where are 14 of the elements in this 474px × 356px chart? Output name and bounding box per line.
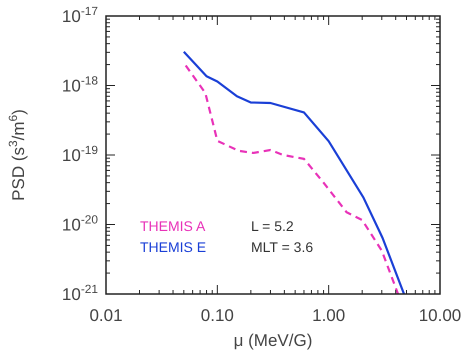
- x-axis-title: μ (MeV/G): [234, 331, 312, 350]
- y-tick-label: 10$^{-21}$: [62, 282, 98, 304]
- x-tick-label: 1.00: [312, 306, 346, 325]
- x-tick-label: 0.01: [89, 306, 123, 325]
- x-tick-label: 10.00: [418, 306, 462, 325]
- x-tick-label: 0.10: [200, 306, 234, 325]
- y-tick-label: 10$^{-18}$: [62, 74, 98, 96]
- text: THEMIS A: [140, 218, 206, 234]
- annotation: L = 5.2: [251, 218, 294, 234]
- y-tick-label: 10$^{-20}$: [62, 212, 98, 234]
- y-tick-label: 10$^{-19}$: [62, 143, 98, 165]
- y-tick-label: 10$^{-17}$: [62, 4, 98, 26]
- text: THEMIS E: [140, 239, 206, 255]
- annotation: MLT = 3.6: [251, 239, 314, 255]
